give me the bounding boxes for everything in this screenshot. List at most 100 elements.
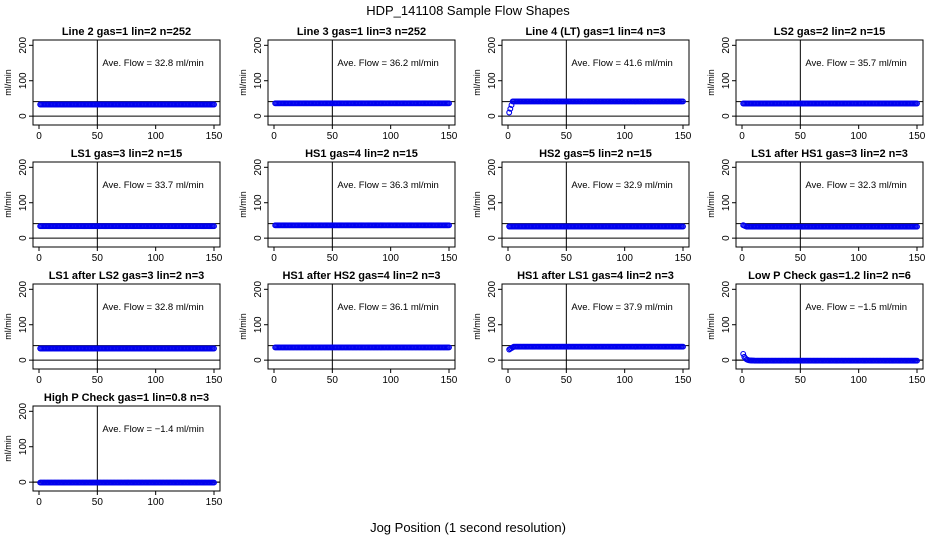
- y-tick-label: 100: [253, 194, 264, 211]
- y-tick-label: 200: [721, 37, 732, 54]
- data-series: [37, 223, 217, 230]
- y-tick-label: 100: [487, 316, 498, 333]
- figure-x-axis-label: Jog Position (1 second resolution): [370, 520, 566, 535]
- x-tick-label: 0: [739, 253, 745, 264]
- y-tick-label: 0: [487, 235, 498, 241]
- x-tick-label: 50: [92, 497, 104, 508]
- y-axis-label: ml/min: [3, 313, 13, 340]
- panel-title: HS2 gas=5 lin=2 n=15: [539, 148, 652, 160]
- panel-title: LS1 after LS2 gas=3 lin=2 n=3: [49, 270, 205, 282]
- y-axis-label: ml/min: [238, 313, 248, 340]
- y-axis-label: ml/min: [706, 313, 716, 340]
- y-axis-label: ml/min: [472, 69, 482, 96]
- y-tick-label: 100: [487, 194, 498, 211]
- x-tick-label: 150: [206, 497, 223, 508]
- data-point: [914, 223, 920, 230]
- panel-title: LS1 gas=3 lin=2 n=15: [71, 148, 183, 160]
- x-tick-label: 100: [382, 253, 399, 264]
- x-tick-label: 100: [616, 253, 633, 264]
- x-tick-label: 50: [795, 375, 807, 386]
- panel-7: HS2 gas=5 lin=2 n=15 0 50 100 150 0 100 200 ml/m…: [472, 148, 692, 264]
- data-point: [211, 479, 217, 486]
- x-tick-label: 0: [36, 375, 42, 386]
- y-axis-label: ml/min: [472, 313, 482, 340]
- y-tick-label: 0: [18, 113, 29, 119]
- panel-8: LS1 after HS1 gas=3 lin=2 n=3 0 50 100 150 0 1…: [706, 148, 926, 264]
- y-tick-label: 100: [721, 72, 732, 89]
- data-series: [37, 101, 217, 108]
- panel-12: Low P Check gas=1.2 lin=2 n=6 0 50 100 150 0 1…: [706, 270, 926, 386]
- y-tick-label: 200: [487, 159, 498, 176]
- x-tick-label: 0: [36, 497, 42, 508]
- x-tick-label: 100: [616, 375, 633, 386]
- y-tick-label: 200: [18, 281, 29, 298]
- y-tick-label: 200: [487, 37, 498, 54]
- y-tick-label: 100: [18, 194, 29, 211]
- average-flow-label: Ave. Flow = −1.4 ml/min: [102, 424, 204, 435]
- data-series: [272, 222, 452, 229]
- panel-3: Line 4 (LT) gas=1 lin=4 n=3 0 50 100 150 0 100…: [472, 26, 692, 142]
- y-tick-label: 100: [253, 72, 264, 89]
- data-point: [211, 223, 217, 230]
- data-point: [914, 357, 920, 364]
- data-series: [740, 350, 920, 364]
- x-tick-label: 150: [909, 253, 926, 264]
- x-tick-label: 150: [675, 131, 692, 142]
- x-tick-label: 0: [271, 375, 277, 386]
- x-tick-label: 50: [327, 375, 339, 386]
- average-flow-label: Ave. Flow = 36.1 ml/min: [337, 302, 438, 313]
- data-series: [740, 100, 920, 107]
- plot-frame: [32, 161, 221, 248]
- y-tick-label: 200: [18, 37, 29, 54]
- y-tick-label: 100: [253, 316, 264, 333]
- y-axis-label: ml/min: [706, 69, 716, 96]
- data-point: [446, 222, 452, 229]
- plot-frame: [501, 39, 690, 126]
- x-tick-label: 100: [147, 253, 164, 264]
- x-tick-label: 150: [206, 131, 223, 142]
- y-axis-label: ml/min: [238, 69, 248, 96]
- panel-grid: Line 2 gas=1 lin=2 n=252 0 50 100 150 0 100 200…: [3, 26, 926, 508]
- y-tick-label: 200: [487, 281, 498, 298]
- average-flow-label: Ave. Flow = 41.6 ml/min: [571, 58, 672, 69]
- y-tick-label: 200: [253, 281, 264, 298]
- y-tick-label: 0: [253, 357, 264, 363]
- x-tick-label: 50: [327, 131, 339, 142]
- y-tick-label: 0: [18, 357, 29, 363]
- data-point: [211, 101, 217, 108]
- x-tick-label: 150: [441, 131, 458, 142]
- y-tick-label: 0: [18, 479, 29, 485]
- average-flow-label: Ave. Flow = 36.3 ml/min: [337, 180, 438, 191]
- x-tick-label: 50: [561, 131, 573, 142]
- y-tick-label: 0: [721, 235, 732, 241]
- data-point: [211, 345, 217, 352]
- average-flow-label: Ave. Flow = 33.7 ml/min: [102, 180, 203, 191]
- x-tick-label: 0: [505, 375, 511, 386]
- panel-2: Line 3 gas=1 lin=3 n=252 0 50 100 150 0 100 200…: [238, 26, 458, 142]
- y-tick-label: 200: [253, 37, 264, 54]
- panel-title: Low P Check gas=1.2 lin=2 n=6: [748, 270, 911, 282]
- plot-frame: [267, 39, 456, 126]
- data-point: [507, 105, 514, 112]
- x-tick-label: 50: [561, 375, 573, 386]
- x-tick-label: 0: [739, 375, 745, 386]
- x-tick-label: 50: [327, 253, 339, 264]
- x-tick-label: 100: [850, 253, 867, 264]
- y-tick-label: 100: [18, 438, 29, 455]
- panel-title: LS1 after HS1 gas=3 lin=2 n=3: [751, 148, 908, 160]
- data-point: [506, 109, 513, 116]
- plot-frame: [32, 283, 221, 370]
- plot-frame: [735, 283, 924, 370]
- x-tick-label: 50: [795, 253, 807, 264]
- x-tick-label: 0: [271, 131, 277, 142]
- panel-1: Line 2 gas=1 lin=2 n=252 0 50 100 150 0 100 200…: [3, 26, 223, 142]
- x-tick-label: 50: [561, 253, 573, 264]
- y-tick-label: 0: [18, 235, 29, 241]
- panel-title: LS2 gas=2 lin=2 n=15: [774, 26, 886, 38]
- y-tick-label: 100: [487, 72, 498, 89]
- x-tick-label: 100: [850, 131, 867, 142]
- data-series: [37, 345, 217, 352]
- panel-title: HS1 after LS1 gas=4 lin=2 n=3: [517, 270, 674, 282]
- panel-title: Line 3 gas=1 lin=3 n=252: [297, 26, 426, 38]
